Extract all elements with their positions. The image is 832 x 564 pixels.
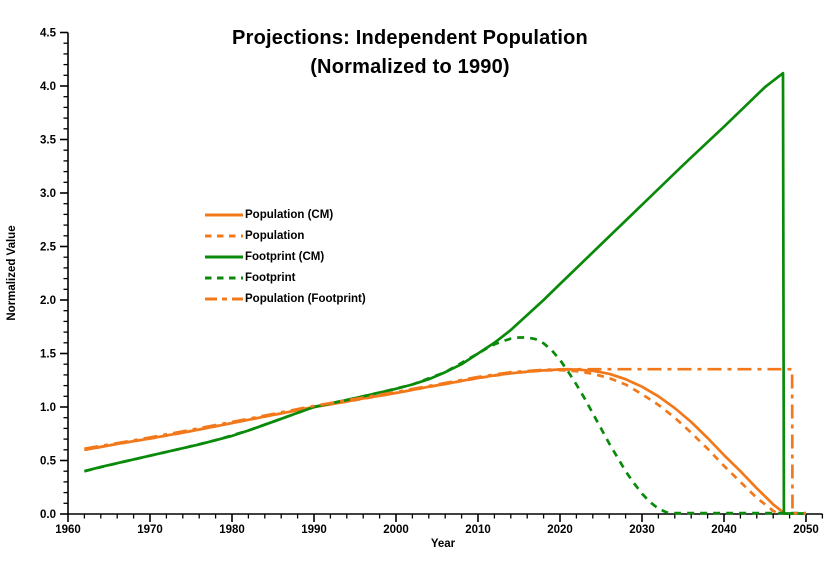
- x-tick-label: 2030: [629, 524, 655, 536]
- legend-line-swatch: [205, 234, 243, 237]
- legend-item-population: Population: [205, 225, 366, 246]
- series-line-population: [84, 368, 779, 515]
- y-tick-label: 3.5: [40, 135, 57, 147]
- legend-item-population-cm: Population (CM): [205, 204, 366, 225]
- legend-item-footprint-cm: Footprint (CM): [205, 246, 366, 267]
- chart-title-line2: (Normalized to 1990): [310, 56, 510, 78]
- series-line-population-footprint: [84, 367, 806, 515]
- y-axis-label: Normalized Value: [6, 225, 18, 321]
- legend-line-swatch: [205, 276, 243, 279]
- legend-line-swatch: [205, 297, 243, 300]
- x-tick-label: 2040: [711, 524, 737, 536]
- y-tick-label: 2.0: [40, 295, 56, 307]
- legend-item-footprint: Footprint: [205, 267, 366, 288]
- legend-label: Population (CM): [245, 208, 334, 221]
- legend-line-swatch: [205, 213, 243, 216]
- x-tick-label: 1970: [137, 524, 163, 536]
- y-tick-label: 2.5: [40, 242, 57, 254]
- legend-label: Footprint (CM): [245, 250, 325, 263]
- legend-item-population-footprint: Population (Footprint): [205, 288, 366, 309]
- y-tick-label: 1.5: [40, 349, 57, 361]
- legend-label: Population: [245, 229, 305, 242]
- legend-label: Footprint: [245, 271, 296, 284]
- y-tick-label: 3.0: [40, 188, 56, 200]
- legend: Population (CM) Population Footprint (CM) F…: [205, 204, 366, 309]
- series-line-population-cm: [84, 368, 786, 515]
- chart-title: Projections: Independent Population (Nor…: [0, 24, 820, 82]
- x-tick-label: 2010: [465, 524, 491, 536]
- y-tick-label: 0.0: [40, 509, 56, 521]
- x-tick-label: 2020: [547, 524, 573, 536]
- legend-label: Population (Footprint): [245, 292, 366, 305]
- x-tick-label: 1990: [301, 524, 327, 536]
- series-line-footprint-cm: [84, 71, 806, 515]
- x-axis-label: Year: [430, 538, 456, 550]
- y-tick-label: 4.0: [40, 81, 56, 93]
- y-tick-label: 4.5: [40, 28, 57, 40]
- x-tick-label: 1960: [55, 524, 81, 536]
- x-tick-label: 1980: [219, 524, 245, 536]
- y-tick-label: 1.0: [40, 402, 56, 414]
- legend-line-swatch: [205, 255, 243, 258]
- y-tick-label: 0.5: [40, 456, 57, 468]
- x-tick-label: 2000: [383, 524, 409, 536]
- chart-title-line1: Projections: Independent Population: [232, 27, 588, 49]
- x-tick-label: 2050: [793, 524, 819, 536]
- series-line-footprint: [84, 336, 806, 515]
